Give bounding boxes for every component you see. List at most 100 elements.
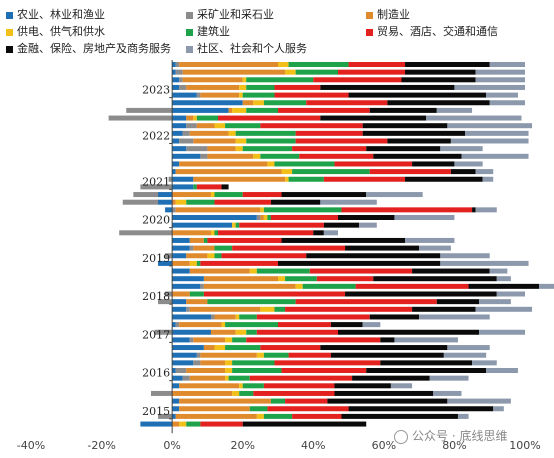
bar-segment [412, 268, 490, 274]
bar-segment [235, 138, 247, 144]
bar-segment [225, 375, 229, 381]
bar-segment [172, 184, 194, 190]
bar-segment [221, 322, 226, 328]
bar-segment [235, 146, 243, 152]
bar-segment [175, 69, 183, 75]
bar-segment [172, 92, 197, 98]
bar-segment [278, 322, 331, 328]
bar-segment [253, 390, 335, 396]
bar-segment [218, 115, 321, 121]
bar-segment [193, 138, 236, 144]
bar-segment [295, 138, 388, 144]
bar-segment [172, 352, 197, 358]
bar-segment [475, 306, 533, 312]
bar-segment [172, 192, 211, 198]
bar-segment [214, 345, 226, 351]
bar-segment [172, 215, 257, 220]
bar-segment [496, 291, 525, 297]
bar-segment [309, 268, 413, 274]
watermark: 公众号 · 底线思维 [394, 427, 507, 444]
bar-segment [179, 398, 271, 404]
bar-segment [475, 169, 494, 175]
year-tick-label: 2018 [142, 290, 170, 303]
bar-segment [193, 245, 215, 251]
bar-segment [203, 237, 208, 243]
year-tick-label: 2016 [142, 367, 170, 380]
bar-segment [225, 123, 261, 129]
bar-segment [366, 192, 423, 198]
legend-item: 农业、林业和渔业 [6, 6, 105, 22]
bar-segment [278, 276, 286, 282]
bar-segment [348, 92, 487, 98]
bar-segment [179, 84, 187, 90]
bar-segment [214, 314, 236, 320]
bar-segment [295, 299, 437, 305]
watermark-text: 公众号 · 底线思维 [412, 429, 508, 443]
bars-group [108, 62, 554, 427]
bar-segment [345, 245, 420, 251]
bar-segment [334, 390, 434, 396]
bar-segment [179, 161, 268, 167]
bar-segment [228, 130, 236, 136]
bar-segment [260, 306, 275, 312]
bar-segment [450, 138, 529, 144]
bar-segment [323, 222, 360, 228]
bar-segment [140, 184, 173, 190]
bar-segment [475, 69, 525, 75]
bar-segment [172, 237, 190, 243]
bar-segment [196, 123, 215, 129]
legend-label: 采矿业和采石业 [197, 8, 274, 21]
bar-segment [175, 207, 261, 213]
bar-segment [150, 390, 173, 396]
bar-segment [172, 100, 243, 106]
bar-segment [369, 314, 420, 320]
bar-segment [235, 314, 240, 320]
bar-segment [263, 413, 293, 419]
bar-segment [288, 176, 324, 182]
legend-label: 社区、社会和个人服务 [197, 42, 307, 55]
bar-segment [172, 406, 180, 412]
legend-swatch [6, 28, 13, 36]
bar-segment [207, 146, 236, 152]
bar-segment [419, 314, 490, 320]
bar-segment [493, 406, 504, 412]
bar-segment [186, 123, 197, 129]
bar-segment [196, 184, 222, 190]
bar-segment [253, 100, 264, 106]
bar-segment [270, 215, 338, 220]
bar-segment [274, 92, 349, 98]
bar-segment [172, 84, 180, 90]
bar-segment [186, 115, 194, 121]
bar-segment [320, 345, 448, 351]
bar-segment [263, 100, 307, 106]
bar-segment [172, 375, 183, 381]
bar-segment [207, 299, 296, 305]
bar-segment [228, 375, 250, 381]
bar-segment [158, 260, 173, 266]
bar-segment [186, 368, 226, 373]
bar-segment [214, 230, 219, 236]
bar-segment [193, 360, 201, 366]
legend-swatch [366, 11, 373, 19]
bar-segment [281, 237, 406, 243]
bar-segment [256, 413, 264, 419]
bar-segment [260, 123, 363, 129]
bar-segment [172, 107, 229, 113]
bar-segment [242, 77, 247, 83]
bar-segment [436, 107, 473, 113]
bar-segment [207, 153, 254, 159]
bar-segment [189, 260, 197, 266]
bar-segment [133, 192, 159, 198]
bar-segment [214, 245, 233, 251]
bar-segment [172, 69, 176, 75]
bar-segment [186, 253, 208, 259]
legend-item: 金融、保险、房地产及商务服务 [6, 40, 171, 56]
bar-segment [373, 276, 497, 282]
bar-segment [263, 383, 335, 389]
bar-segment [323, 230, 338, 236]
bar-segment [172, 161, 180, 167]
bar-segment [292, 169, 370, 175]
bar-segment [355, 283, 469, 289]
bar-segment [214, 199, 271, 205]
bar-segment [172, 253, 187, 259]
